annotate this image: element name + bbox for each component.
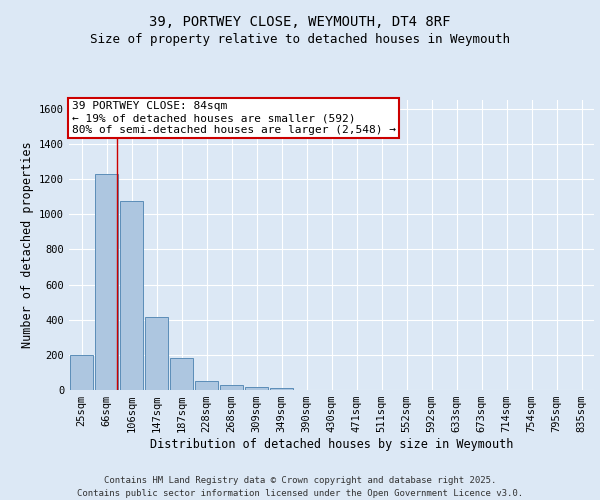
Bar [95, 174, 118, 390]
Text: 39 PORTWEY CLOSE: 84sqm
← 19% of detached houses are smaller (592)
80% of semi-d: 39 PORTWEY CLOSE: 84sqm ← 19% of detache… [71, 102, 395, 134]
Bar [70, 355, 93, 390]
Text: Size of property relative to detached houses in Weymouth: Size of property relative to detached ho… [90, 32, 510, 46]
Bar [120, 201, 143, 390]
Bar [245, 387, 268, 390]
Text: 39, PORTWEY CLOSE, WEYMOUTH, DT4 8RF: 39, PORTWEY CLOSE, WEYMOUTH, DT4 8RF [149, 15, 451, 29]
Bar [220, 385, 243, 390]
Bar [195, 381, 218, 390]
Text: Contains HM Land Registry data © Crown copyright and database right 2025.: Contains HM Land Registry data © Crown c… [104, 476, 496, 485]
Bar [170, 358, 193, 390]
Bar [145, 317, 168, 390]
X-axis label: Distribution of detached houses by size in Weymouth: Distribution of detached houses by size … [150, 438, 513, 451]
Y-axis label: Number of detached properties: Number of detached properties [20, 142, 34, 348]
Text: Contains public sector information licensed under the Open Government Licence v3: Contains public sector information licen… [77, 489, 523, 498]
Bar [270, 388, 293, 390]
